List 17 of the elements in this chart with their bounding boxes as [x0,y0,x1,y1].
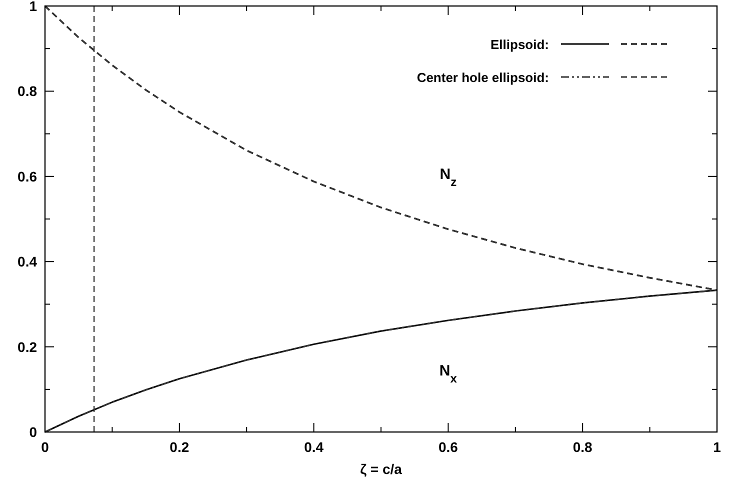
y-tick-label: 0 [29,424,38,440]
x-tick-label: 0.2 [170,439,190,455]
y-tick-label: 0.4 [18,254,38,270]
legend-label: Center hole ellipsoid: [416,70,549,85]
x-axis-title: ζ = c/a [360,461,402,477]
x-tick-label: 0.4 [304,439,324,455]
legend-label: Ellipsoid: [490,37,549,52]
x-tick-label: 0.6 [438,439,458,455]
y-tick-label: 0.6 [18,168,38,184]
annotation: N$_{z}$ [440,166,457,190]
y-tick-label: 1 [29,0,38,14]
x-tick-label: 0.8 [572,439,593,455]
y-tick-label: 0.2 [18,338,38,355]
x-tick-label: 0 [41,439,50,455]
x-tick-label: 1 [713,439,722,455]
annotation: N$_{x}$ [439,362,458,386]
y-tick-label: 0.8 [18,83,38,100]
